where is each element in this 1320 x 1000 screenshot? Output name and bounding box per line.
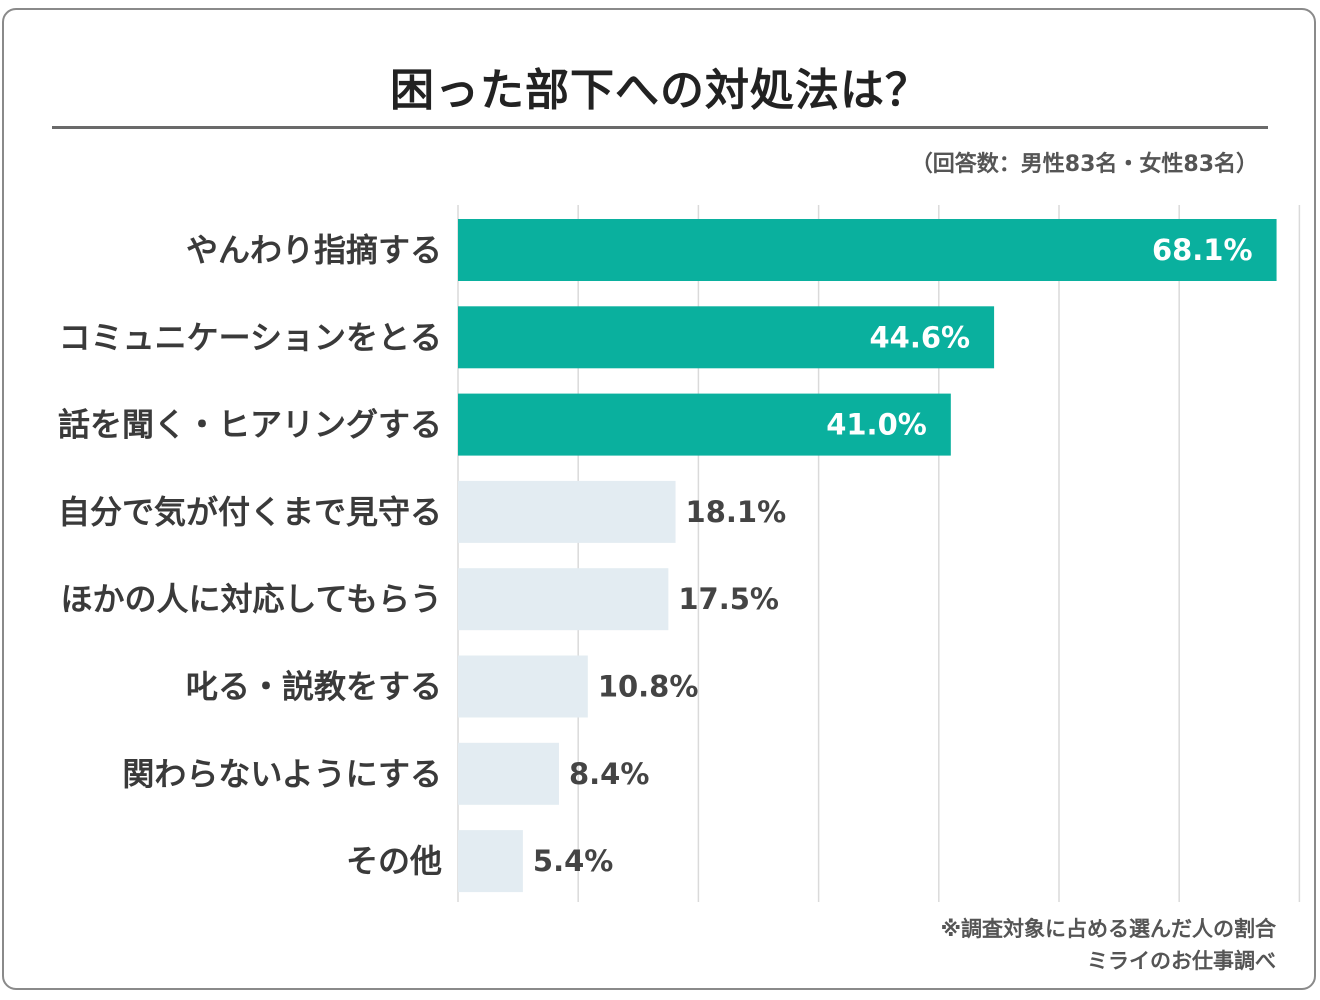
data-label: 8.4% <box>569 757 649 791</box>
chart-title: 困った部下への対処法は？ <box>390 65 930 116</box>
data-label: 44.6% <box>869 320 970 354</box>
bar <box>458 655 588 718</box>
category-label: コミュニケーションをとる <box>59 318 442 356</box>
category-label: 叱る・説教をする <box>186 668 442 706</box>
category-label: 自分で気が付くまで見守る <box>58 493 442 531</box>
bar <box>458 480 676 543</box>
category-label: 話を聞く・ヒアリングする <box>58 406 442 444</box>
bar <box>458 830 523 893</box>
category-label: やんわり指摘する <box>186 231 442 269</box>
bar <box>458 219 1277 281</box>
data-label: 41.0% <box>826 408 927 442</box>
data-label: 17.5% <box>678 582 779 616</box>
bar <box>458 742 559 805</box>
data-label: 5.4% <box>533 844 613 878</box>
data-label: 18.1% <box>686 495 787 529</box>
source-credit: ミライのお仕事調べ <box>1087 949 1276 973</box>
bar <box>458 306 995 369</box>
footnote: ※調査対象に占める選んだ人の割合 <box>940 917 1276 941</box>
category-label: 関わらないようにする <box>122 755 442 793</box>
respondent-count-note: （回答数：男性83名・女性83名） <box>910 152 1258 177</box>
bar <box>458 568 669 631</box>
title-divider <box>52 126 1268 129</box>
category-label: ほかの人に対応してもらう <box>61 580 442 618</box>
bar <box>458 393 951 456</box>
category-label: その他 <box>346 842 442 880</box>
data-label: 10.8% <box>598 670 699 704</box>
data-label: 68.1% <box>1152 233 1253 267</box>
